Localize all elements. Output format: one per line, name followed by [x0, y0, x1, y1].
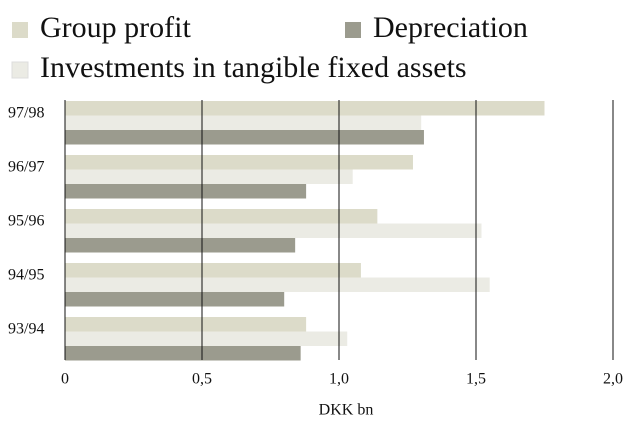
x-tick-label: 1,5	[466, 371, 486, 388]
bar	[65, 115, 422, 130]
bar	[65, 238, 296, 253]
bar	[65, 155, 413, 170]
bar	[65, 292, 285, 307]
y-tick-label: 95/96	[8, 213, 44, 230]
bar	[65, 263, 361, 278]
bar	[65, 209, 378, 224]
legend-swatch	[345, 22, 361, 38]
bar	[65, 277, 490, 292]
bar	[65, 223, 482, 238]
x-tick-label: 0,5	[192, 371, 212, 388]
x-tick-label: 2,0	[603, 371, 623, 388]
y-tick-label: 96/97	[8, 159, 44, 176]
bar	[65, 346, 301, 361]
legend-label: Depreciation	[373, 11, 528, 44]
bar	[65, 130, 424, 145]
bar	[65, 331, 348, 346]
legend-label: Group profit	[40, 11, 191, 44]
x-axis-title: DKK bn	[319, 402, 374, 419]
bar	[65, 169, 353, 184]
bar	[65, 184, 307, 199]
y-tick-label: 97/98	[8, 105, 44, 122]
bar	[65, 101, 545, 116]
bar	[65, 317, 307, 332]
x-tick-label: 0	[61, 371, 69, 388]
legend-label: Investments in tangible fixed assets	[40, 51, 467, 84]
y-tick-label: 94/95	[8, 267, 44, 284]
legend-swatch	[12, 22, 28, 38]
y-tick-label: 93/94	[8, 321, 44, 338]
x-tick-label: 1,0	[329, 371, 349, 388]
legend-swatch	[11, 61, 29, 79]
